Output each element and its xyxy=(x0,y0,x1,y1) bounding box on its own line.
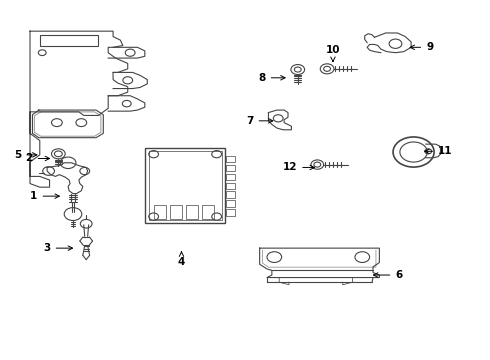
Text: 6: 6 xyxy=(373,270,403,280)
Bar xyxy=(202,205,214,220)
Bar xyxy=(149,150,221,220)
Text: 2: 2 xyxy=(25,153,49,163)
Bar xyxy=(226,183,235,189)
Text: 12: 12 xyxy=(283,162,315,172)
Text: 4: 4 xyxy=(178,252,185,267)
Bar xyxy=(226,210,235,216)
Bar xyxy=(226,192,235,198)
Bar xyxy=(170,205,182,220)
Text: 10: 10 xyxy=(326,45,340,62)
Bar xyxy=(154,205,166,220)
Text: 5: 5 xyxy=(14,150,37,160)
Text: 9: 9 xyxy=(410,42,433,52)
Bar xyxy=(226,174,235,180)
Bar xyxy=(145,148,225,223)
Text: 11: 11 xyxy=(425,146,453,156)
Bar xyxy=(186,205,198,220)
Text: 3: 3 xyxy=(44,243,73,253)
Bar xyxy=(226,165,235,171)
Bar xyxy=(226,156,235,162)
Text: 7: 7 xyxy=(246,116,273,126)
Text: 1: 1 xyxy=(30,191,59,201)
Bar xyxy=(40,35,98,45)
Text: 8: 8 xyxy=(259,73,285,83)
Bar xyxy=(226,201,235,207)
